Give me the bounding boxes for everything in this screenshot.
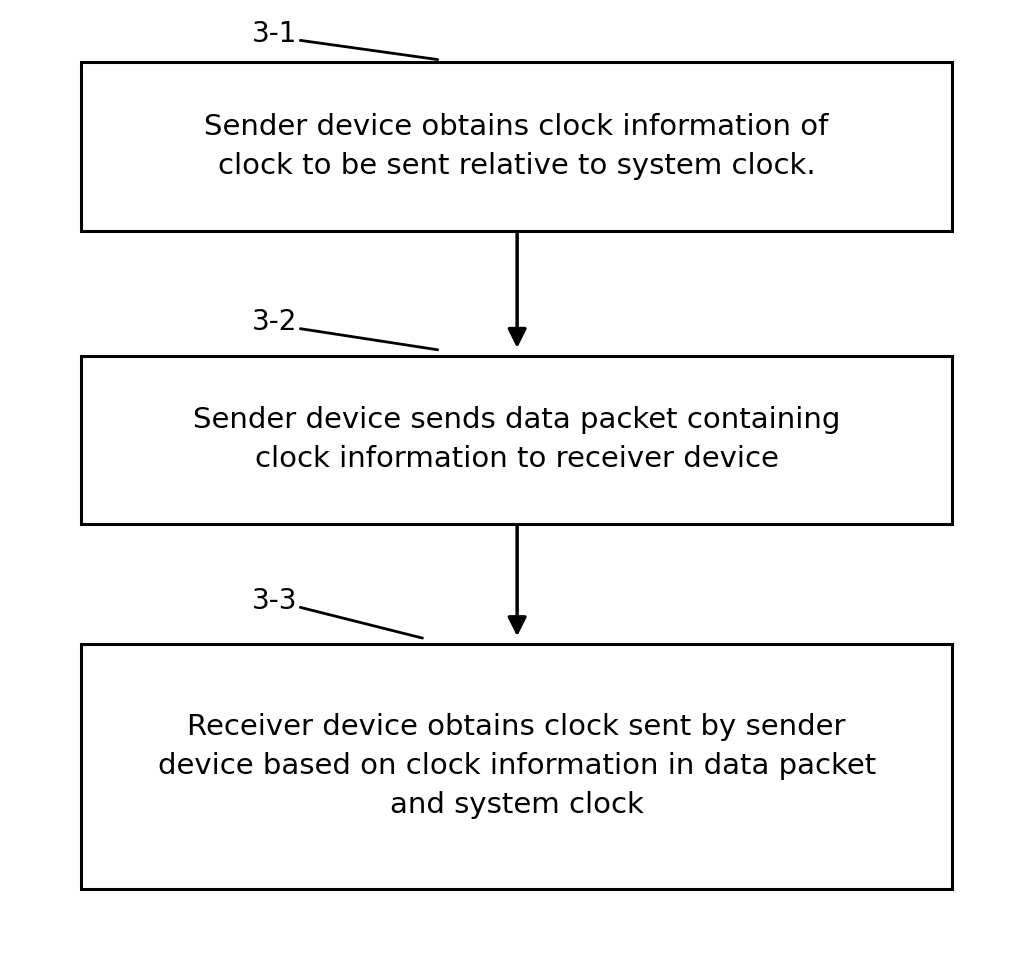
Bar — [81, 356, 952, 524]
Bar — [81, 644, 952, 889]
Text: Sender device obtains clock information of
clock to be sent relative to system c: Sender device obtains clock information … — [205, 113, 829, 180]
Text: 3-3: 3-3 — [252, 586, 297, 615]
Text: 3-1: 3-1 — [252, 19, 297, 48]
Text: Sender device sends data packet containing
clock information to receiver device: Sender device sends data packet containi… — [193, 407, 840, 473]
Text: 3-2: 3-2 — [252, 308, 297, 336]
Text: Receiver device obtains clock sent by sender
device based on clock information i: Receiver device obtains clock sent by se… — [158, 713, 875, 820]
Bar — [81, 62, 952, 231]
